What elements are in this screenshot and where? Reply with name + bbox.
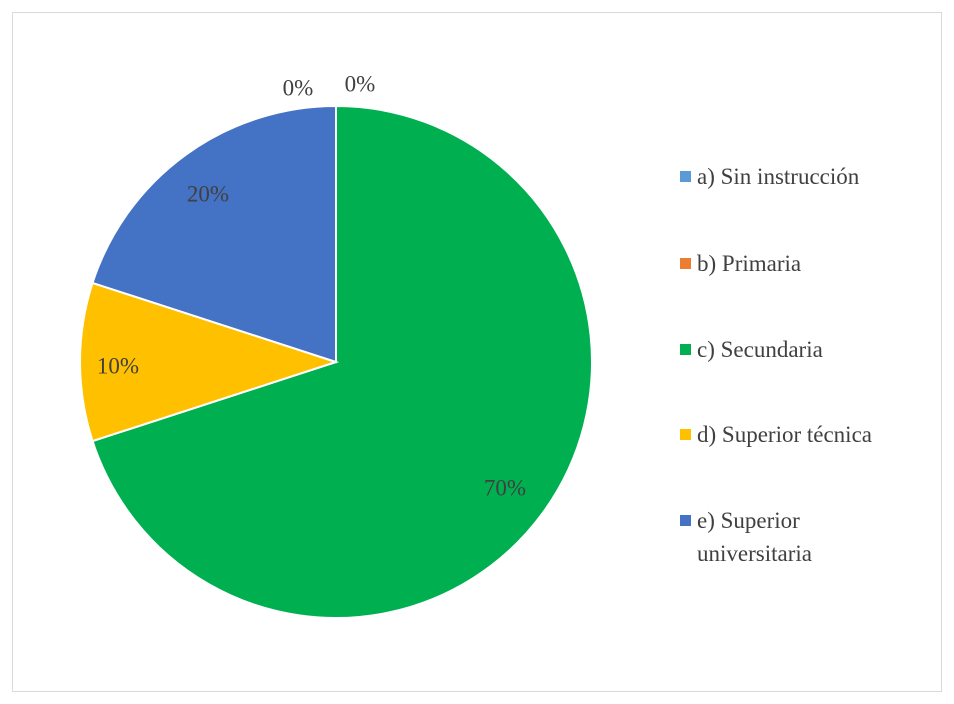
- pie-slice: [91, 104, 593, 619]
- legend-item: b) Primaria: [680, 247, 942, 280]
- legend-label: a) Sin instrucción: [697, 164, 860, 189]
- legend-swatch: [680, 429, 691, 440]
- legend-label: d) Superior técnica: [697, 422, 872, 447]
- legend-label: e) Superior universitaria: [697, 508, 812, 566]
- data-label: 20%: [187, 181, 229, 206]
- legend-item: d) Superior técnica: [680, 418, 942, 451]
- legend-swatch: [680, 515, 691, 526]
- legend-swatch: [680, 258, 691, 269]
- legend-item: a) Sin instrucción: [680, 160, 942, 193]
- legend-swatch: [680, 171, 691, 182]
- data-label: 10%: [97, 353, 139, 378]
- data-label: 0%: [283, 75, 314, 100]
- legend-label: b) Primaria: [697, 251, 802, 276]
- data-label: 70%: [484, 475, 526, 500]
- data-label: 0%: [345, 71, 376, 96]
- legend-label: c) Secundaria: [697, 337, 823, 362]
- pie-slice: [79, 281, 340, 443]
- legend-swatch: [680, 344, 691, 355]
- legend-item: c) Secundaria: [680, 333, 942, 366]
- pie-slice: [91, 104, 337, 364]
- legend-item: e) Superior universitaria: [680, 504, 942, 570]
